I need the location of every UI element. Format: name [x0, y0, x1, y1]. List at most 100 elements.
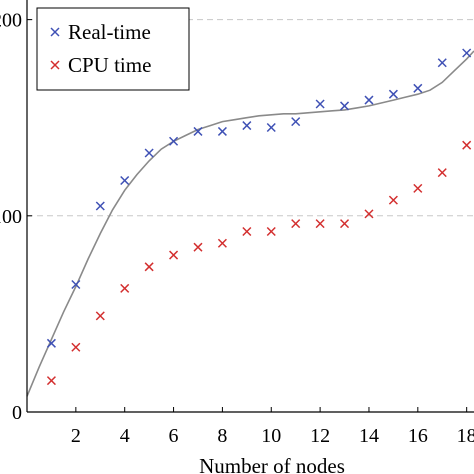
- series-1-point-10: [291, 219, 301, 229]
- series-1-point-2: [95, 311, 105, 321]
- x-tick-label-2: 6: [169, 425, 179, 447]
- series-group: [46, 48, 472, 386]
- legend-entries: Real-time CPU time: [50, 20, 151, 77]
- series-1-point-1-stroke-b: [71, 342, 81, 352]
- series-1-point-11-stroke-b: [315, 219, 325, 229]
- axes: [26, 0, 474, 413]
- series-0-point-7: [217, 126, 227, 136]
- series-0-point-5-stroke-b: [169, 136, 179, 146]
- legend-marker-1: [50, 60, 60, 70]
- series-0-point-14: [388, 89, 398, 99]
- series-0-point-10-stroke-b: [291, 117, 301, 127]
- series-0-point-8: [242, 121, 252, 131]
- x-tick-label-8: 18: [457, 425, 474, 447]
- series-1-point-16: [437, 168, 447, 178]
- legend-box: [36, 7, 190, 91]
- series-1-point-9: [266, 226, 276, 237]
- series-0-point-9-stroke-b: [266, 122, 276, 133]
- legend-marker-0: [50, 27, 60, 37]
- series-0-point-6: [193, 126, 203, 136]
- series-1-point-17: [462, 140, 472, 150]
- series-0-point-13: [364, 95, 374, 105]
- series-1-point-0: [46, 376, 56, 386]
- x-tick-label-3: 8: [217, 425, 227, 447]
- x-tick-label-7: 16: [408, 425, 428, 447]
- legend-label-1: CPU time: [68, 53, 151, 77]
- fit-curve-group: [26, 50, 474, 397]
- series-1-point-11: [315, 219, 325, 229]
- x-tick-label-6: 14: [359, 425, 379, 447]
- series-1-point-9-stroke-b: [266, 226, 276, 237]
- series-1: [46, 140, 472, 386]
- series-1-point-15-stroke-b: [413, 183, 423, 193]
- y-tick-label-0: 0: [12, 402, 22, 424]
- series-0-point-9: [266, 122, 276, 133]
- series-1-point-2-stroke-b: [95, 311, 105, 321]
- series-0-point-6-stroke-b: [193, 126, 203, 136]
- x-tick-label-1: 4: [120, 425, 130, 447]
- series-0-point-13-stroke-b: [364, 95, 374, 105]
- series-1-point-8-stroke-b: [242, 226, 252, 237]
- series-1-point-6-stroke-b: [193, 242, 203, 252]
- legend: Real-time CPU time: [36, 7, 190, 91]
- fit-curve: [26, 50, 474, 397]
- series-1-point-12-stroke-b: [340, 219, 350, 229]
- series-0-point-3-stroke-b: [120, 175, 130, 186]
- series-0-point-12: [340, 101, 350, 111]
- x-tick-label-0: 2: [71, 425, 81, 447]
- series-1-point-14-stroke-b: [388, 195, 398, 205]
- series-0-point-11-stroke-b: [315, 99, 325, 109]
- series-1-point-13: [364, 209, 374, 219]
- series-1-point-12: [340, 219, 350, 229]
- tick-labels: 2 4 6 8 10 12 14 16 18 0 100 200: [0, 10, 474, 447]
- series-1-point-4-stroke-b: [144, 262, 154, 272]
- series-0-point-12-stroke-b: [340, 101, 350, 111]
- series-1-point-10-stroke-b: [291, 219, 301, 229]
- legend-marker-0-stroke-b: [50, 27, 60, 37]
- series-0-point-4-stroke-b: [144, 148, 154, 158]
- series-1-point-5: [169, 250, 179, 260]
- series-0-point-4: [144, 148, 154, 158]
- x-tick-label-5: 12: [310, 425, 330, 447]
- series-1-point-3: [120, 283, 130, 293]
- series-1-point-5-stroke-b: [169, 250, 179, 260]
- legend-marker-1-stroke-b: [50, 60, 60, 70]
- series-0-point-7-stroke-b: [217, 126, 227, 136]
- series-0-point-15-stroke-b: [413, 83, 423, 93]
- series-0-point-0: [46, 338, 56, 348]
- series-1-point-17-stroke-b: [462, 140, 472, 150]
- series-0-point-17: [462, 48, 472, 58]
- series-1-point-0-stroke-b: [46, 376, 56, 386]
- series-0-point-3: [120, 175, 130, 186]
- series-0-point-14-stroke-b: [388, 89, 398, 99]
- series-1-point-6: [193, 242, 203, 252]
- series-1-point-14: [388, 195, 398, 205]
- legend-label-0: Real-time: [68, 20, 151, 44]
- series-1-point-16-stroke-b: [437, 168, 447, 178]
- series-1-point-13-stroke-b: [364, 209, 374, 219]
- series-0: [46, 48, 472, 348]
- y-tick-label-1: 100: [0, 206, 22, 228]
- series-0-point-16-stroke-b: [437, 58, 447, 68]
- series-1-point-3-stroke-b: [120, 283, 130, 293]
- series-0-point-2: [95, 201, 105, 211]
- series-0-point-15: [413, 83, 423, 93]
- x-tick-label-4: 10: [261, 425, 281, 447]
- series-0-point-1: [71, 279, 81, 290]
- series-1-point-15: [413, 183, 423, 193]
- series-1-point-7: [217, 238, 227, 248]
- series-0-point-0-stroke-b: [46, 338, 56, 348]
- series-1-point-7-stroke-b: [217, 238, 227, 248]
- series-1-point-4: [144, 262, 154, 272]
- series-0-point-5: [169, 136, 179, 146]
- x-axis-title: Number of nodes: [199, 454, 345, 474]
- series-0-point-16: [437, 58, 447, 68]
- series-0-point-2-stroke-b: [95, 201, 105, 211]
- series-0-point-17-stroke-b: [462, 48, 472, 58]
- series-1-point-1: [71, 342, 81, 352]
- series-0-point-8-stroke-b: [242, 121, 252, 131]
- series-0-point-11: [315, 99, 325, 109]
- series-0-point-1-stroke-b: [71, 279, 81, 290]
- series-1-point-8: [242, 226, 252, 237]
